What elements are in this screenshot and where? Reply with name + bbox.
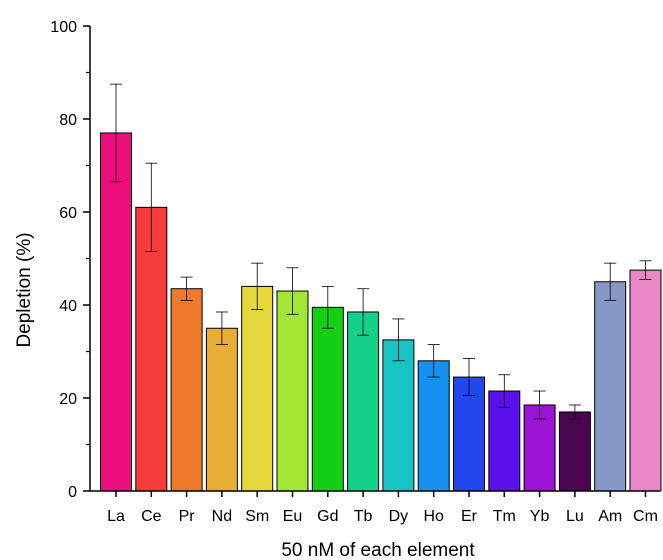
y-tick-label: 60	[59, 205, 77, 222]
x-axis-title: 50 nM of each element	[281, 540, 475, 560]
y-tick-label: 40	[59, 298, 77, 315]
bar-eu	[276, 290, 309, 492]
x-tick-label-nd: Nd	[212, 508, 232, 525]
x-tick-label-er: Er	[461, 508, 478, 525]
y-tick-label: 0	[68, 484, 77, 501]
bar-lu	[558, 411, 591, 492]
error-bar-la	[110, 83, 122, 183]
x-tick-label-dy: Dy	[389, 508, 409, 525]
y-axis: 0 20 40 60 80 100	[50, 19, 91, 501]
bar-am	[594, 281, 627, 492]
error-bar-tb	[357, 288, 370, 336]
x-tick-label-gd: Gd	[317, 508, 338, 525]
error-bar-cm	[639, 260, 652, 280]
bar-cm	[629, 269, 662, 492]
x-tick-label-eu: Eu	[283, 508, 303, 525]
x-tick-label-am: Am	[598, 508, 622, 525]
bar-la	[100, 132, 132, 492]
error-bar-eu	[286, 267, 299, 315]
x-tick-label-ce: Ce	[141, 508, 162, 525]
x-tick-label-ho: Ho	[423, 508, 444, 525]
bar-ho	[417, 360, 450, 492]
error-bar-gd	[321, 285, 334, 329]
bar-ce	[135, 206, 168, 492]
x-tick-label-cm: Cm	[633, 508, 658, 525]
error-bar-yb	[533, 390, 546, 420]
bar-tb	[347, 311, 380, 492]
x-tick-label-sm: Sm	[245, 508, 269, 525]
bar-gd	[311, 306, 344, 492]
x-tick-label-pr: Pr	[179, 508, 196, 525]
y-tick-label: 80	[59, 112, 77, 129]
x-axis: La Ce Pr Nd Sm Eu Gd Tb Dy Ho Er Tm Yb Lu Am Cm	[90, 490, 660, 525]
y-axis-title: Depletion (%)	[14, 232, 35, 347]
error-bar-dy	[392, 318, 405, 362]
y-tick-label: 20	[59, 391, 77, 408]
y-tick-label: 100	[50, 19, 77, 36]
error-bars-layer	[110, 83, 652, 420]
error-bar-am	[604, 262, 617, 301]
error-bar-ho	[427, 344, 440, 378]
error-bar-tm	[498, 374, 511, 408]
bar-pr	[170, 288, 203, 492]
bar-dy	[382, 339, 415, 492]
bar-nd	[205, 327, 238, 492]
error-bar-pr	[180, 276, 193, 301]
bar-yb	[523, 404, 556, 492]
error-bar-ce	[145, 162, 158, 252]
error-bar-lu	[568, 404, 581, 420]
bars-layer	[100, 132, 662, 492]
error-bar-er	[463, 358, 475, 397]
bar-sm	[241, 285, 274, 492]
x-tick-label-lu: Lu	[566, 508, 584, 525]
x-tick-label-tm: Tm	[493, 508, 516, 525]
x-tick-label-la: La	[107, 508, 125, 525]
x-tick-label-yb: Yb	[530, 508, 550, 525]
x-tick-label-tb: Tb	[354, 508, 373, 525]
error-bar-sm	[251, 262, 264, 311]
error-bar-nd	[215, 311, 228, 345]
